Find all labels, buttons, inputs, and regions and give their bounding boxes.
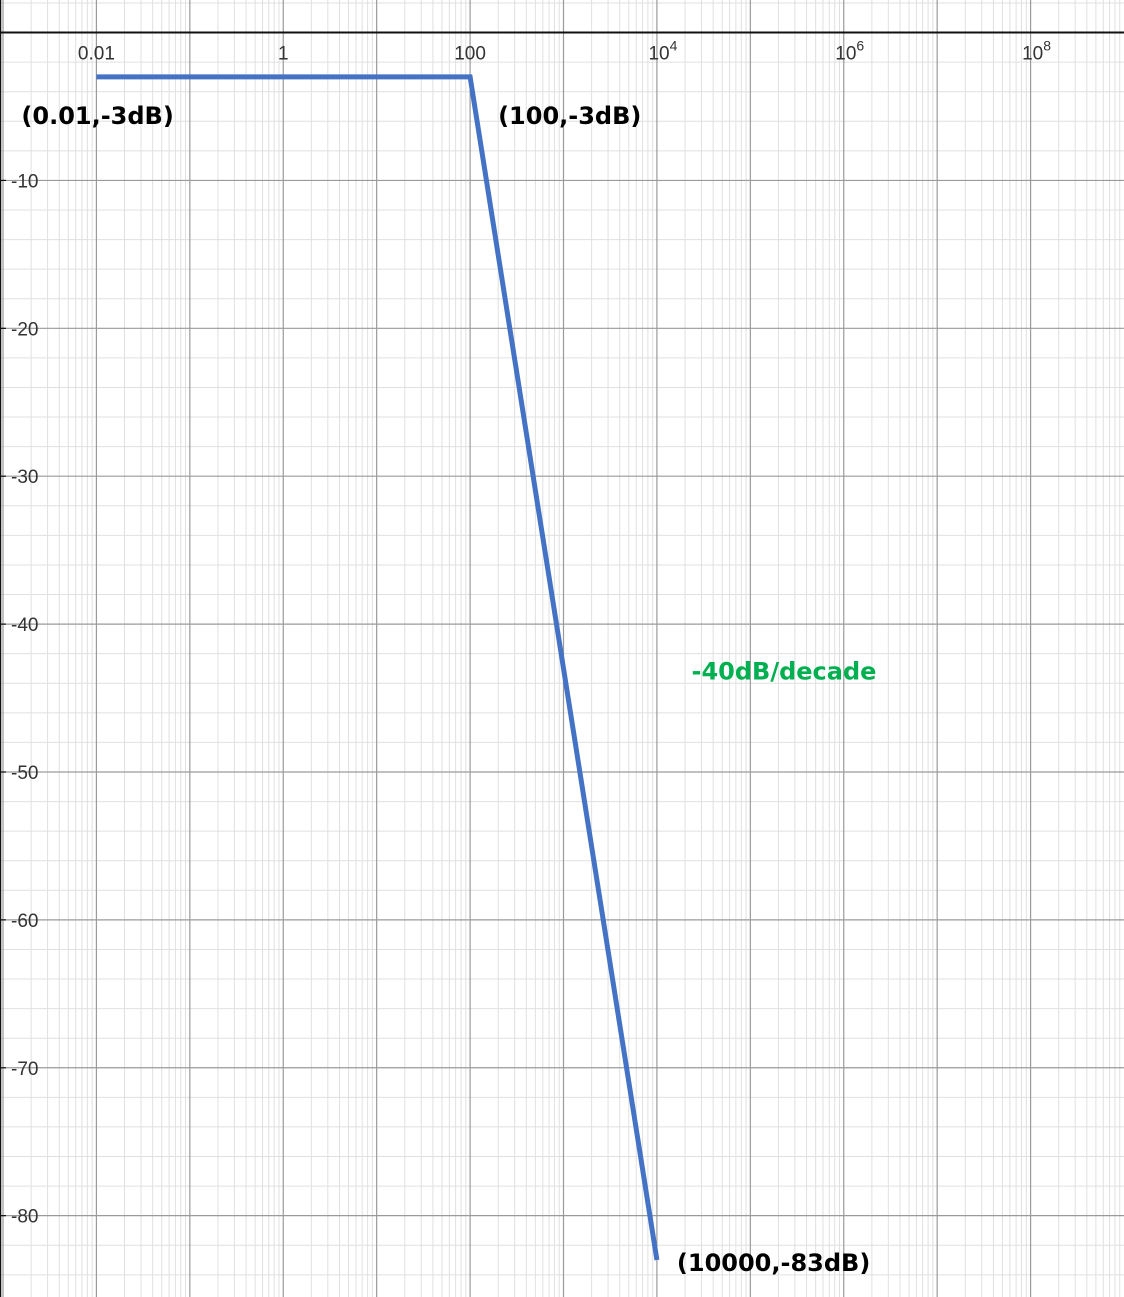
point-annotation: (100,-3dB) (498, 102, 641, 130)
point-annotation: (10000,-83dB) (677, 1249, 870, 1277)
series-layer (96, 74, 660, 1261)
slope-annotation: -40dB/decade (692, 657, 877, 685)
x-tick-label: 104 (648, 38, 677, 65)
y-tick-label: -10 (11, 171, 38, 192)
y-tick-label: -80 (11, 1207, 38, 1228)
x-tick-label: 108 (1022, 38, 1051, 65)
point-annotation: (0.01,-3dB) (21, 102, 173, 130)
y-tick-label: -60 (11, 911, 38, 932)
y-tick-label: -50 (11, 763, 38, 784)
y-tick-label: -20 (11, 319, 38, 340)
x-tick-label: 100 (454, 44, 486, 65)
x-tick-labels: 0.01 1 100 104 106 108 (78, 38, 1051, 65)
x-tick-label: 0.01 (78, 44, 115, 65)
y-tick-label: -70 (11, 1059, 38, 1080)
annotation-layer: (0.01,-3dB) (100,-3dB) (10000,-83dB) -40dB/… (21, 102, 876, 1277)
y-tick-label: -30 (11, 467, 38, 488)
y-tick-labels: -10 -20 -30 -40 -50 -60 -70 -80 (0, 171, 38, 1228)
x-tick-label: 1 (278, 44, 289, 65)
y-tick-label: -40 (11, 615, 38, 636)
x-tick-label: 106 (835, 38, 864, 65)
